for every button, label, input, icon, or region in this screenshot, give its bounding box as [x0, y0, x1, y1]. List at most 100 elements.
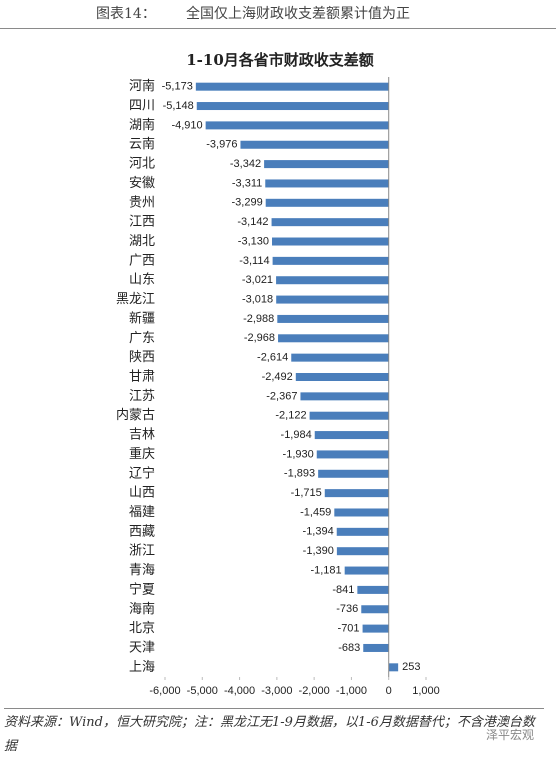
x-tick-label: -3,000 [261, 685, 292, 697]
y-tick-label: 海南 [129, 601, 155, 617]
data-label: -1,715 [291, 487, 322, 499]
y-tick-label: 陕西 [129, 350, 155, 365]
x-tick-label: -5,000 [187, 685, 218, 697]
y-tick-label: 湖南 [129, 117, 155, 133]
bar [277, 314, 389, 323]
data-label: -736 [336, 603, 358, 615]
bar [363, 643, 389, 652]
y-tick-label: 北京 [129, 621, 155, 636]
y-tick-label: 河北 [129, 157, 155, 172]
y-tick-label: 上海 [129, 660, 155, 675]
bar [265, 198, 389, 207]
x-tick-label: -1,000 [336, 685, 367, 697]
y-tick-label: 广西 [129, 253, 155, 268]
data-label: -2,968 [244, 332, 275, 344]
header-label: 图表14： [96, 6, 156, 22]
bar [240, 140, 389, 149]
y-tick-label: 广东 [129, 331, 155, 346]
data-label: -3,142 [237, 216, 268, 228]
bar [309, 411, 389, 420]
bar [362, 624, 389, 633]
y-tick-label: 江苏 [129, 388, 155, 404]
bar [271, 218, 389, 227]
y-tick-label: 云南 [129, 136, 155, 152]
data-label: -1,930 [283, 448, 314, 460]
y-tick-label: 黑龙江 [116, 292, 155, 307]
bar [291, 353, 389, 362]
y-tick-label: 辽宁 [129, 465, 155, 481]
data-label: -1,984 [281, 429, 312, 441]
data-label: -1,390 [303, 545, 334, 557]
data-label: -3,311 [232, 177, 262, 189]
y-tick-label: 西藏 [129, 524, 155, 539]
x-tick-label: -6,000 [149, 685, 180, 697]
bar [318, 469, 389, 478]
data-label: -2,367 [266, 390, 297, 402]
data-label: -3,021 [242, 274, 273, 286]
bar [196, 102, 389, 111]
y-tick-label: 天津 [129, 640, 155, 655]
bar [272, 256, 389, 265]
bar [336, 527, 389, 536]
bar [295, 373, 389, 381]
bar [265, 179, 389, 188]
y-tick-label: 江西 [129, 215, 155, 230]
y-tick-label: 湖北 [129, 234, 155, 249]
data-label: -2,492 [262, 371, 293, 383]
data-label: -5,148 [163, 100, 194, 112]
data-label: -1,181 [310, 564, 341, 576]
y-tick-label: 新疆 [129, 310, 155, 326]
bar [357, 585, 389, 594]
bar [336, 547, 389, 556]
y-tick-label: 吉林 [129, 428, 155, 443]
x-tick-label: -4,000 [224, 685, 255, 697]
data-label: -5,173 [162, 81, 193, 93]
bar [205, 121, 389, 130]
bar [388, 663, 399, 672]
x-tick-label: 0 [386, 685, 392, 697]
data-label: -3,130 [238, 235, 269, 247]
data-label: -3,299 [232, 197, 263, 209]
bar [276, 276, 389, 285]
data-label: -2,988 [243, 313, 274, 325]
y-tick-label: 宁夏 [129, 581, 155, 597]
data-label: -3,114 [239, 255, 269, 267]
y-tick-label: 山西 [129, 486, 155, 501]
x-tick-label: -2,000 [299, 685, 330, 697]
header: 图表14： 全国仅上海财政收支差额累计值为正 [0, 0, 556, 29]
y-tick-label: 福建 [129, 505, 155, 520]
data-label: 253 [402, 661, 420, 673]
bar [334, 508, 389, 517]
y-tick-label: 浙江 [129, 544, 155, 559]
data-label: -2,614 [257, 352, 288, 364]
y-tick-label: 青海 [129, 563, 155, 578]
y-tick-label: 山东 [129, 273, 155, 288]
data-label: -2,122 [275, 410, 306, 422]
data-label: -3,342 [230, 158, 261, 170]
header-title: 全国仅上海财政收支差额累计值为正 [186, 6, 410, 22]
y-tick-label: 甘肃 [129, 370, 155, 385]
y-tick-label: 四川 [129, 99, 155, 114]
bar [264, 160, 389, 169]
bar [272, 237, 389, 246]
bar [195, 82, 389, 91]
y-tick-label: 重庆 [129, 446, 155, 462]
y-tick-label: 安徽 [129, 176, 155, 191]
bar [361, 605, 389, 614]
data-label: -1,394 [303, 526, 334, 538]
data-label: -683 [338, 642, 360, 654]
y-tick-label: 内蒙古 [116, 407, 155, 423]
data-label: -841 [332, 584, 354, 596]
x-tick-label: 1,000 [412, 685, 440, 697]
bar [314, 431, 389, 440]
y-tick-label: 河南 [129, 78, 155, 94]
y-tick-label: 贵州 [129, 195, 155, 210]
footer: 资料来源：Wind，恒大研究院；注：黑龙江无1-9月数据，以1-6月数据替代；不… [4, 708, 544, 757]
bar [324, 489, 389, 498]
watermark: 泽平宏观 [486, 728, 535, 742]
bar [300, 392, 389, 401]
data-label: -3,976 [206, 139, 237, 151]
bar [316, 450, 389, 459]
bar [344, 566, 389, 575]
